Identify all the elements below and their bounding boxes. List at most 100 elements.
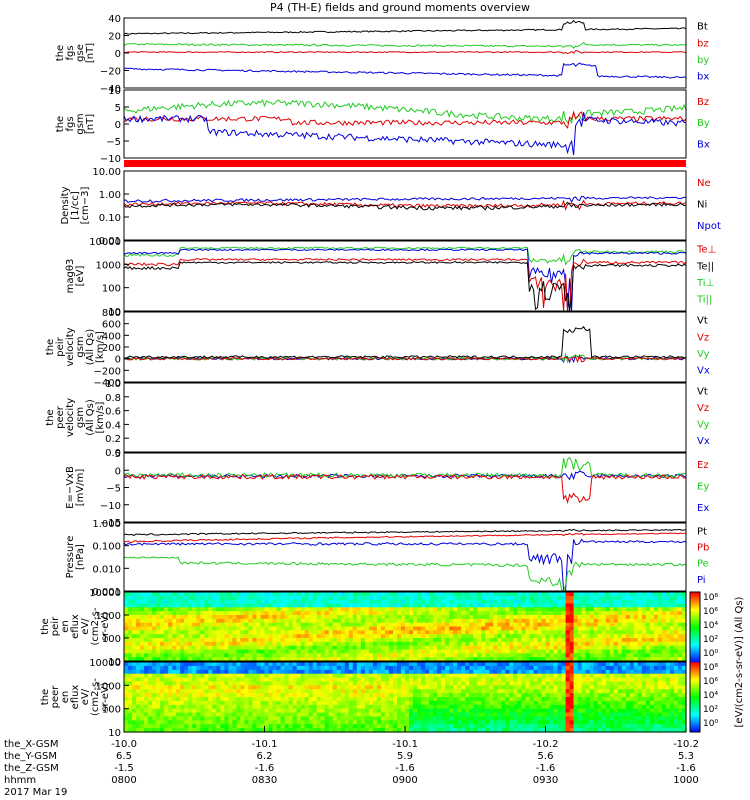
spectrogram-cell <box>348 653 354 658</box>
y-tick-label: 100 <box>102 634 121 645</box>
spectrogram-cell <box>545 700 551 706</box>
spectrogram-cell <box>340 689 346 694</box>
spectrogram-cell <box>244 618 249 624</box>
spectrogram-cell <box>148 728 153 733</box>
spectrogram-cell <box>164 641 169 647</box>
spectrogram-cell <box>453 649 458 654</box>
spectrogram-cell <box>413 653 418 658</box>
spectrogram-cell <box>569 649 575 654</box>
spectrogram-cell <box>252 595 258 601</box>
spectrogram-cell <box>674 607 679 612</box>
spectrogram-cell <box>469 622 474 628</box>
spectrogram-cell <box>360 641 366 647</box>
spectrogram-cell <box>196 662 201 667</box>
spectrogram-cell <box>276 615 282 620</box>
spectrogram-cell <box>493 611 498 616</box>
spectrogram-cell <box>405 595 410 601</box>
spectrogram-cell <box>581 626 587 631</box>
spectrogram-cell <box>312 595 318 601</box>
spectrogram-cell <box>320 645 326 651</box>
spectrogram-cell <box>144 724 149 729</box>
spectrogram-cell <box>537 712 543 718</box>
spectrogram-cell <box>372 595 378 601</box>
spectrogram-cell <box>553 704 559 710</box>
spectrogram-cell <box>461 653 466 658</box>
spectrogram-cell <box>441 716 446 721</box>
spectrogram-cell <box>593 641 599 647</box>
spectrogram-cell <box>629 665 635 671</box>
spectrogram-cell <box>156 653 161 658</box>
legend-entry: Ti|| <box>696 295 712 306</box>
spectrogram-cell <box>401 665 406 671</box>
spectrogram-cell <box>589 649 595 654</box>
spectrogram-cell <box>220 716 225 721</box>
spectrogram-cell <box>328 665 334 671</box>
spectrogram-cell <box>633 653 639 658</box>
spectrogram-cell <box>160 603 165 608</box>
spectrogram-cell <box>388 611 394 616</box>
spectrogram-cell <box>368 599 374 605</box>
spectrogram-cell <box>573 634 579 639</box>
spectrogram-cell <box>252 618 258 624</box>
spectrogram-cell <box>441 649 446 654</box>
spectrogram-cell <box>489 665 494 671</box>
spectrogram-cell <box>397 592 402 597</box>
spectrogram-cell <box>368 704 374 710</box>
spectrogram-cell <box>160 626 165 631</box>
spectrogram-cell <box>682 638 687 643</box>
spectrogram-cell <box>324 693 330 698</box>
spectrogram-cell <box>220 657 225 662</box>
spectrogram-cell <box>172 626 177 631</box>
spectrogram-cell <box>589 720 595 725</box>
spectrogram-cell <box>605 720 611 725</box>
spectrogram-cell <box>541 677 547 683</box>
spectrogram-cell <box>545 592 551 597</box>
spectrogram-cell <box>208 638 213 643</box>
spectrogram-cell <box>573 662 579 667</box>
spectrogram-cell <box>621 700 627 706</box>
spectrogram-cell <box>160 704 165 710</box>
spectrogram-cell <box>140 645 145 651</box>
spectrogram-cell <box>521 592 526 597</box>
spectrogram-cell <box>200 689 205 694</box>
spectrogram-cell <box>336 665 342 671</box>
spectrogram-cell <box>256 689 262 694</box>
spectrogram-cell <box>128 626 133 631</box>
spectrogram-cell <box>140 728 145 733</box>
spectrogram-cell <box>220 634 225 639</box>
spectrogram-cell <box>328 700 334 706</box>
spectrogram-cell <box>665 649 671 654</box>
spectrogram-cell <box>641 630 647 635</box>
spectrogram-cell <box>188 700 193 706</box>
spectrogram-cell <box>176 615 181 620</box>
spectrogram-cell <box>629 630 635 635</box>
spectrogram-cell <box>473 618 478 624</box>
spectrogram-cell <box>308 615 314 620</box>
spectrogram-cell <box>449 697 454 702</box>
spectrogram-cell <box>168 712 173 718</box>
spectrogram-cell <box>304 607 310 612</box>
spectrogram-cell <box>212 728 217 733</box>
spectrogram-cell <box>336 649 342 654</box>
spectrogram-cell <box>284 700 290 706</box>
spectrogram-cell <box>493 708 498 714</box>
y-tick-label: 0.0 <box>105 448 121 459</box>
spectrogram-cell <box>401 634 406 639</box>
spectrogram-cell <box>180 638 185 643</box>
spectrogram-cell <box>184 634 189 639</box>
spectrogram-cell <box>489 592 494 597</box>
spectrogram-cell <box>296 724 302 729</box>
spectrogram-cell <box>489 626 494 631</box>
spectrogram-cell <box>437 653 442 658</box>
spectrogram-cell <box>176 708 181 714</box>
spectrogram-cell <box>645 607 651 612</box>
spectrogram-cell <box>244 704 249 710</box>
spectrogram-cell <box>168 665 173 671</box>
spectrogram-cell <box>453 641 458 647</box>
spectrogram-cell <box>505 603 510 608</box>
spectrogram-cell <box>208 720 213 725</box>
spectrogram-cell <box>300 657 306 662</box>
spectrogram-cell <box>445 615 450 620</box>
spectrogram-cell <box>625 712 631 718</box>
spectrogram-cell <box>168 615 173 620</box>
